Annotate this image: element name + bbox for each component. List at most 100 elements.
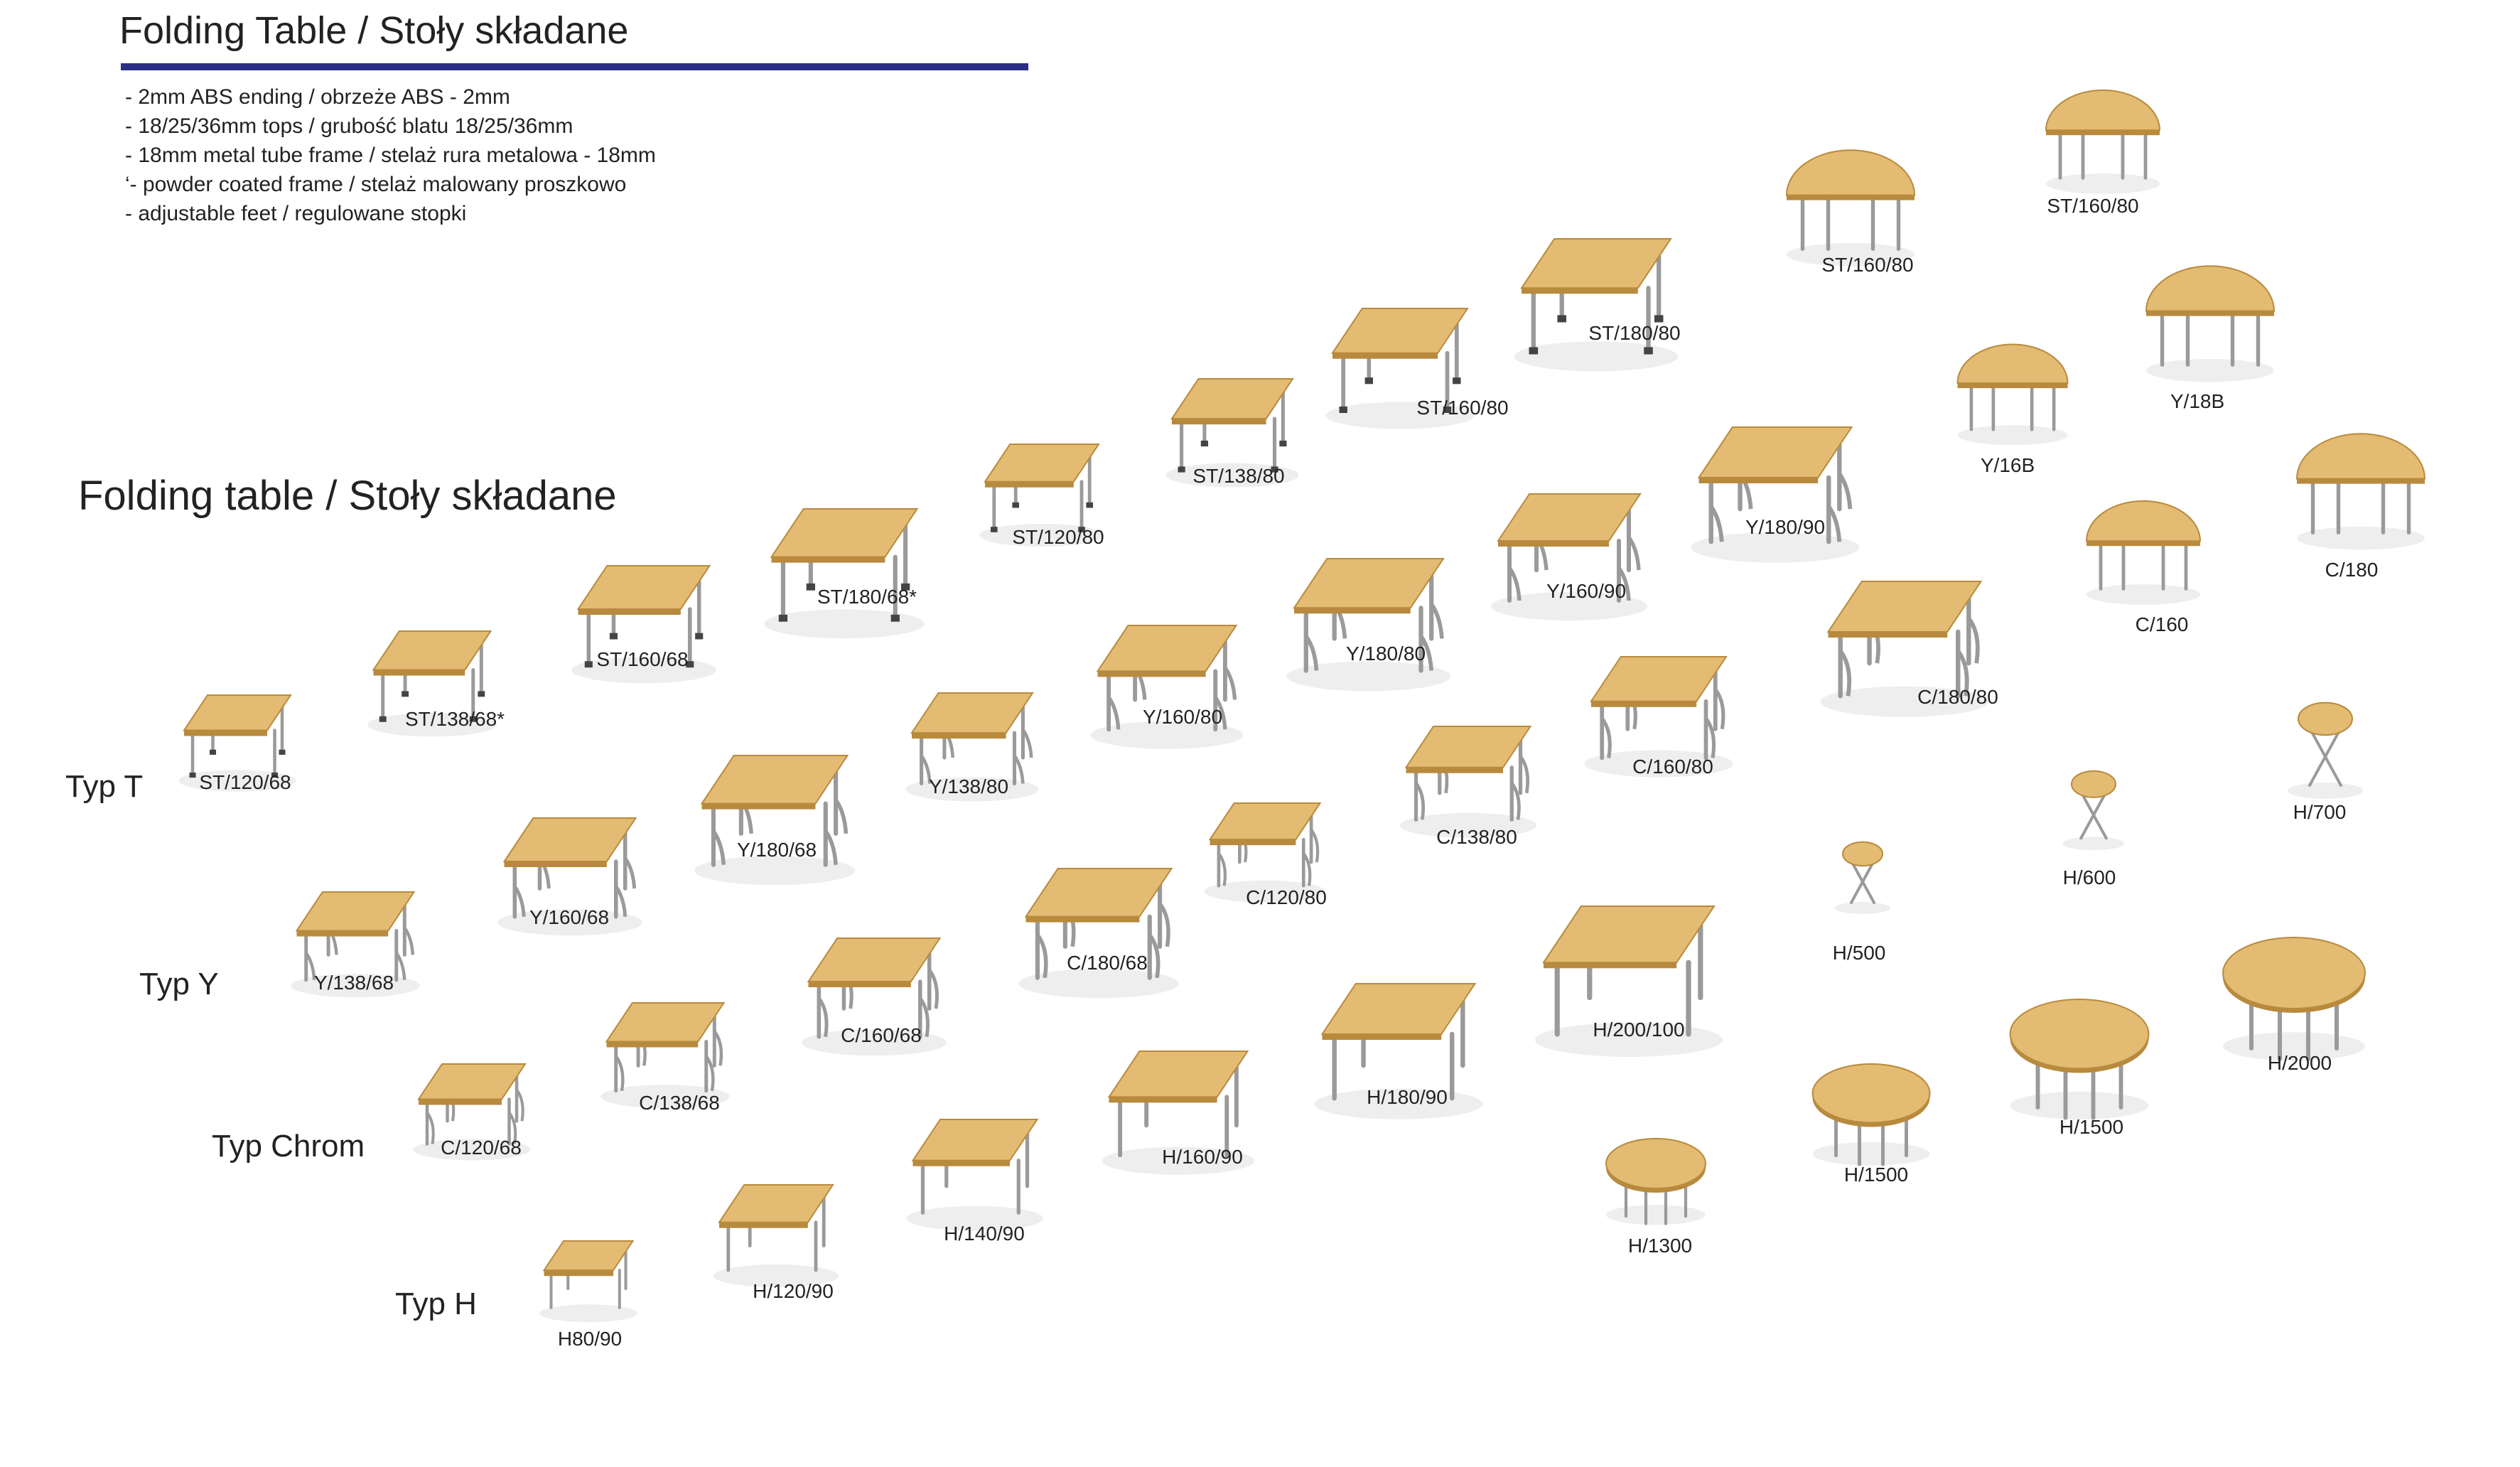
floor-shadow — [2086, 584, 2200, 605]
title-underline — [121, 63, 1028, 70]
floor-shadow — [1204, 880, 1326, 903]
feature-item: - 2mm ABS ending / obrzeże ABS - 2mm — [125, 85, 510, 109]
product-h-600: H/600 — [2062, 770, 2125, 888]
table-leg-brace — [426, 1112, 435, 1144]
product-y-160-90: Y/160/90 — [1491, 493, 1647, 620]
product-label: Y/18B — [2170, 390, 2224, 412]
floor-shadow — [1286, 661, 1451, 692]
table-leg-brace — [711, 829, 726, 865]
table-top — [1520, 238, 1672, 289]
product-label: ST/160/68 — [596, 648, 688, 670]
table-top — [605, 1002, 726, 1043]
table-top — [542, 1240, 635, 1272]
floor-shadow — [694, 856, 855, 886]
table-leg-brace — [1429, 603, 1444, 639]
table-foot — [584, 661, 593, 668]
table-top — [1590, 656, 1728, 702]
table-leg-brace — [1510, 782, 1521, 820]
table-top-edge — [184, 730, 267, 736]
product-y-18b: Y/18B — [2145, 265, 2276, 412]
product-c-180-80: C/180/80 — [1820, 581, 1998, 717]
table-foot — [279, 749, 286, 755]
table-top-edge — [912, 1160, 1010, 1166]
product-label: H/120/90 — [753, 1280, 834, 1302]
table-top — [2009, 999, 2150, 1070]
table-top — [1331, 308, 1469, 354]
product-label: H/700 — [2293, 801, 2347, 823]
table-leg-brace — [1826, 505, 1842, 542]
table-leg-brace — [927, 969, 939, 1009]
table-top-edge — [2046, 130, 2160, 136]
section-title: Folding table / Stoły składane — [78, 473, 617, 519]
table-foot — [609, 633, 618, 640]
table-leg-brace — [1419, 635, 1434, 671]
table-top-edge — [296, 930, 389, 937]
table-leg-brace — [1148, 933, 1161, 979]
product-st-138-68: ST/138/68* — [367, 630, 505, 737]
table-top — [2295, 433, 2426, 480]
floor-shadow — [367, 713, 497, 737]
product-label: C/180/68 — [1067, 952, 1148, 974]
table-top — [1170, 378, 1294, 420]
table-leg-brace — [1106, 696, 1121, 730]
product-y-160-68: Y/160/68 — [497, 817, 642, 936]
product-label: H/500 — [1833, 942, 1886, 964]
table-top — [1404, 726, 1532, 768]
table-leg-brace — [1627, 536, 1641, 571]
floor-shadow — [905, 777, 1039, 802]
floor-shadow — [178, 770, 296, 792]
product-label: C/120/80 — [1246, 886, 1327, 908]
table-leg-brace — [824, 829, 838, 865]
table-top — [1605, 1138, 1706, 1189]
table-foot — [1178, 466, 1185, 473]
product-h-1500: H/1500 — [1811, 1063, 1931, 1186]
floor-shadow — [1102, 1146, 1255, 1175]
product-h-180-90: H/180/90 — [1314, 983, 1483, 1119]
table-leg-brace — [513, 885, 526, 917]
table-foot — [210, 749, 216, 755]
table-top-edge — [1332, 353, 1438, 359]
table-top — [718, 1184, 834, 1223]
table-leg-brace — [614, 885, 628, 917]
table-top — [910, 692, 1034, 734]
table-foot — [1012, 502, 1019, 508]
table-leg-brace — [1704, 717, 1716, 758]
table-top-edge — [1522, 288, 1638, 294]
floor-shadow — [1090, 721, 1244, 749]
product-label: Y/160/68 — [529, 906, 609, 928]
table-leg-brace — [1709, 505, 1724, 542]
floor-shadow — [1834, 902, 1891, 914]
floor-shadow — [2297, 527, 2425, 550]
floor-shadow — [1325, 402, 1475, 429]
table-leg-brace — [1310, 829, 1320, 863]
table-leg-brace — [1021, 729, 1033, 758]
product-label: ST/138/80 — [1192, 465, 1284, 487]
table-top — [1024, 868, 1173, 918]
table-foot — [469, 716, 477, 722]
product-h-2000: H/2000 — [2222, 937, 2366, 1074]
product-label: C/138/80 — [1436, 826, 1517, 848]
product-h-200-100: H/200/100 — [1535, 906, 1723, 1057]
product-label: H/1500 — [2059, 1116, 2123, 1138]
table-leg-brace — [834, 798, 849, 834]
table-top-edge — [912, 733, 1006, 739]
table-top — [502, 817, 637, 863]
product-h-700: H/700 — [2287, 702, 2364, 823]
table-top-edge — [2297, 478, 2425, 484]
floor-shadow — [2146, 359, 2274, 382]
product-label: C/160 — [2136, 613, 2189, 635]
table-top-edge — [1591, 701, 1697, 707]
table-top-edge — [1210, 839, 1296, 846]
table-leg-brace — [304, 952, 316, 980]
table-top — [1697, 426, 1853, 478]
table-foot — [1086, 502, 1093, 508]
product-st-160-80: ST/160/80 — [1325, 308, 1509, 429]
table-foot — [1271, 466, 1278, 473]
product-y-138-80: Y/138/80 — [905, 692, 1039, 802]
table-leg-brace — [1223, 666, 1237, 700]
type-t-label: Typ T — [65, 769, 144, 804]
product-label: C/180 — [2325, 559, 2379, 581]
table-leg-brace — [817, 996, 829, 1038]
table-top — [2222, 937, 2366, 1009]
table-foot — [890, 614, 900, 622]
